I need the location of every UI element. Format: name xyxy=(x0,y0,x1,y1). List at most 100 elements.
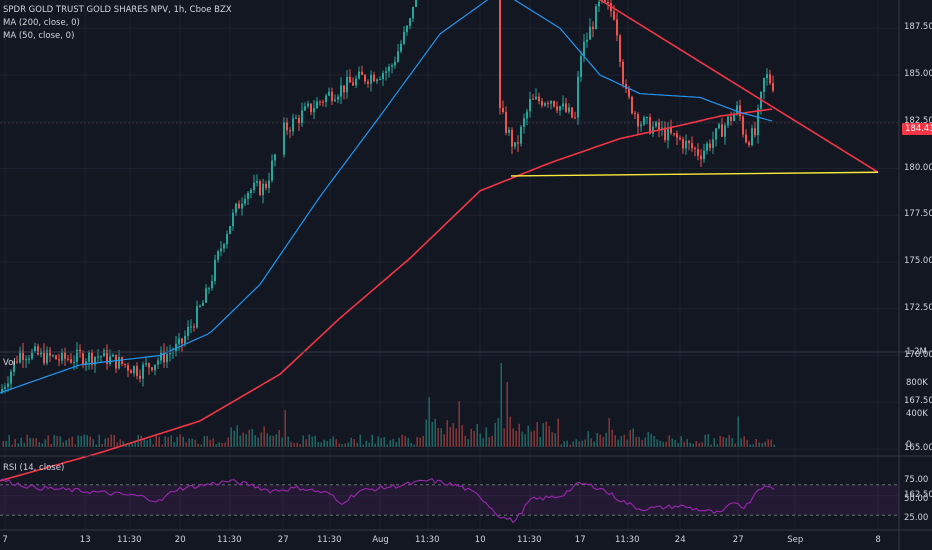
time-tick-13: 24 xyxy=(674,535,686,545)
volume-bar xyxy=(752,444,754,447)
volume-bar xyxy=(539,437,541,447)
candle-body xyxy=(124,363,126,366)
candle-body xyxy=(742,116,744,135)
volume-bar xyxy=(65,440,67,447)
volume-bar xyxy=(725,437,727,447)
volume-bar xyxy=(185,442,187,447)
candle-body xyxy=(538,96,540,102)
candle-body xyxy=(16,361,18,363)
candle-body xyxy=(619,35,621,62)
volume-bar xyxy=(464,435,466,447)
candle-body xyxy=(535,96,537,100)
candle-body xyxy=(232,212,234,227)
volume-bar xyxy=(686,439,688,447)
volume-bar xyxy=(419,437,421,447)
candle-body xyxy=(100,356,102,358)
candle-body xyxy=(499,0,501,109)
candle-body xyxy=(340,85,342,97)
volume-bar xyxy=(158,436,160,447)
volume-bar xyxy=(80,435,82,447)
candle-body xyxy=(565,103,567,112)
indicator-ma50[interactable]: MA (50, close, 0) xyxy=(3,31,75,41)
volume-bar xyxy=(515,430,517,447)
candle-body xyxy=(769,74,771,84)
candle-body xyxy=(628,88,630,97)
candle-body xyxy=(772,83,774,91)
volume-bar xyxy=(629,430,631,447)
indicator-ma200[interactable]: MA (200, close, 0) xyxy=(3,18,80,28)
volume-bar xyxy=(113,434,115,447)
volume-bar xyxy=(521,431,523,447)
candle-body xyxy=(25,359,27,361)
candle-body xyxy=(409,18,411,26)
candle-body xyxy=(667,127,669,141)
volume-bar xyxy=(347,442,349,447)
volume-bar xyxy=(563,441,565,447)
candle-body xyxy=(394,61,396,66)
candle-body xyxy=(757,108,759,136)
volume-bar xyxy=(368,442,370,447)
candle-body xyxy=(412,6,414,19)
volume-bar xyxy=(491,435,493,447)
volume-bar xyxy=(533,430,535,447)
candle-body xyxy=(46,350,48,364)
candle-body xyxy=(115,354,117,369)
candle-body xyxy=(646,117,648,119)
support-line xyxy=(510,171,879,177)
volume-bar xyxy=(611,429,613,447)
price-tick-14: 162.50 xyxy=(904,489,932,500)
volume-bar xyxy=(758,442,760,447)
candle-body xyxy=(637,114,639,127)
volume-bar xyxy=(452,422,454,447)
volume-bar xyxy=(512,428,514,447)
candle-body xyxy=(709,143,711,148)
candle-body xyxy=(553,101,555,107)
volume-bar xyxy=(116,442,118,447)
price-tick-10: 172.50 xyxy=(904,302,932,313)
candle-body xyxy=(580,56,582,77)
candle-body xyxy=(658,122,660,131)
candle-body xyxy=(751,128,753,146)
volume-bar xyxy=(251,428,253,447)
time-tick-15: Sep xyxy=(787,535,804,545)
candle-body xyxy=(355,78,357,86)
candle-body xyxy=(238,203,240,209)
volume-bar xyxy=(272,435,274,447)
candle-body xyxy=(97,356,99,358)
volume-bar xyxy=(8,435,10,447)
volume-bar xyxy=(617,439,619,447)
volume-bar xyxy=(662,441,664,447)
volume-bar xyxy=(296,442,298,447)
volume-bar xyxy=(485,427,487,447)
volume-bar xyxy=(659,440,661,447)
candle-body xyxy=(325,95,327,103)
volume-bar xyxy=(74,444,76,447)
volume-bar xyxy=(140,435,142,447)
volume-bar xyxy=(11,444,13,447)
volume-bar xyxy=(47,435,49,447)
candle-body xyxy=(676,133,678,138)
candle-body xyxy=(19,350,21,363)
candle-body xyxy=(235,203,237,213)
candle-body xyxy=(295,117,297,119)
candle-body xyxy=(304,106,306,111)
trendline xyxy=(598,0,879,173)
volume-bar xyxy=(128,444,130,447)
volume-bar xyxy=(197,443,199,447)
candle-body xyxy=(328,91,330,96)
candle-body xyxy=(649,117,651,134)
volume-bar xyxy=(56,435,58,447)
candle-body xyxy=(517,142,519,144)
volume-bar xyxy=(500,362,502,447)
volume-bar xyxy=(530,431,532,447)
volume-bar xyxy=(290,441,292,447)
candle-body xyxy=(208,288,210,290)
candle-body xyxy=(262,183,264,196)
volume-bar xyxy=(710,444,712,447)
time-tick-7: Aug xyxy=(372,535,389,545)
price-tick-13: 165.00 xyxy=(904,443,932,453)
time-tick-2: 11:30 xyxy=(117,535,142,545)
candle-body xyxy=(247,192,249,199)
candle-body xyxy=(514,142,516,147)
